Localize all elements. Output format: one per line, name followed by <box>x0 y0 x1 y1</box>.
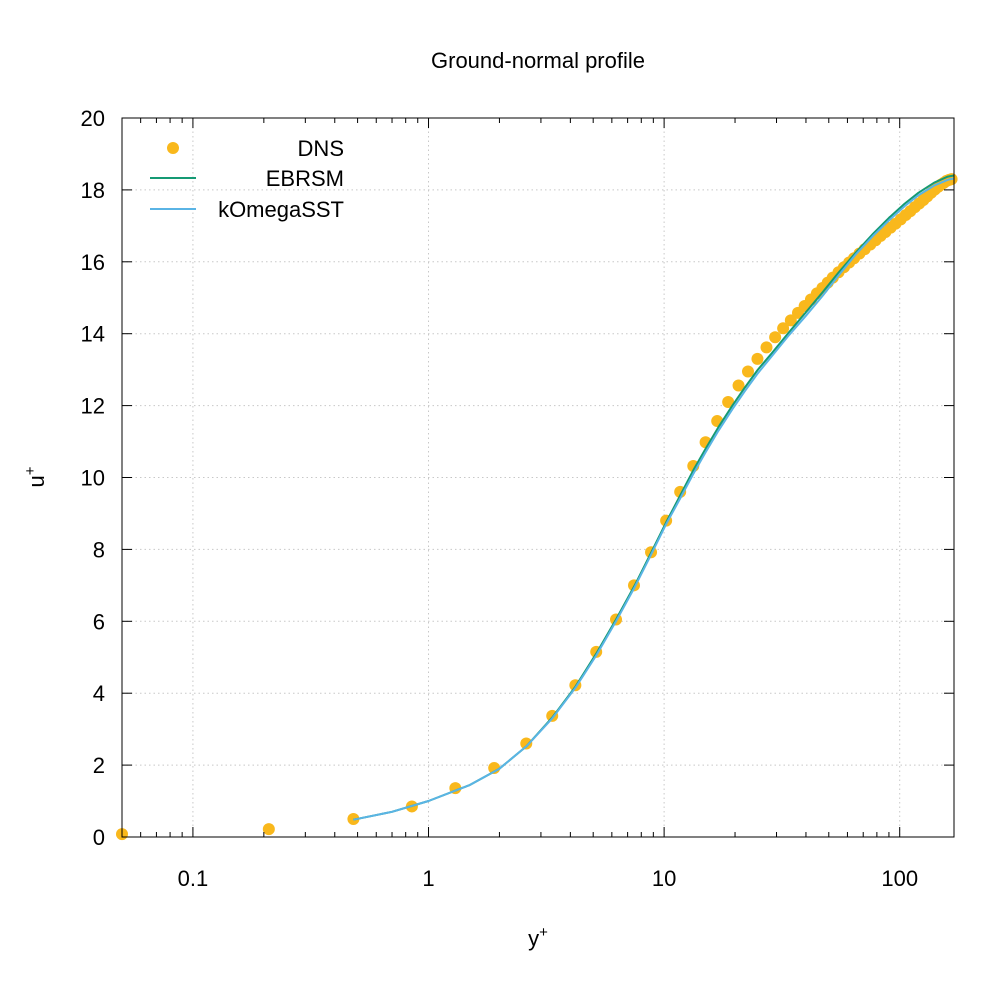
y-tick-label: 16 <box>81 250 105 275</box>
x-axis-label-superscript: + <box>539 924 548 941</box>
dns-data-point <box>262 823 275 836</box>
dns-data-point <box>751 352 764 365</box>
legend-marker-point <box>167 142 179 154</box>
x-axis-label: y+ <box>528 924 548 951</box>
dns-data-point <box>777 322 790 335</box>
x-tick-label: 100 <box>881 866 918 891</box>
x-tick-label: 1 <box>422 866 434 891</box>
x-axis-label-main: y <box>528 926 539 951</box>
y-axis-label-main: u <box>24 475 49 487</box>
dns-data-point <box>784 314 797 327</box>
y-tick-label: 0 <box>93 825 105 850</box>
x-tick-label: 0.1 <box>178 866 209 891</box>
series-line-komegasst <box>353 177 955 821</box>
legend-item: DNS <box>167 136 344 161</box>
y-tick-label: 6 <box>93 609 105 634</box>
dns-data-point <box>769 331 782 344</box>
y-tick-label: 8 <box>93 537 105 562</box>
legend-label: EBRSM <box>266 166 344 191</box>
legend: DNS EBRSM kOmegaSST <box>150 136 344 222</box>
dns-data-point <box>520 737 533 750</box>
legend-item: EBRSM <box>150 166 344 191</box>
dns-data-point <box>732 379 745 392</box>
y-tick-label: 12 <box>81 394 105 419</box>
y-axis-label-superscript: + <box>22 466 39 475</box>
series-komegasst <box>353 177 955 821</box>
chart-title: Ground-normal profile <box>431 48 645 73</box>
series-layer <box>116 173 958 841</box>
axis-ticks <box>122 117 954 838</box>
y-tick-label: 2 <box>93 753 105 778</box>
y-tick-label: 18 <box>81 178 105 203</box>
y-tick-label: 20 <box>81 106 105 131</box>
dns-data-point <box>760 341 773 354</box>
y-axis-label: u+ <box>22 466 49 487</box>
y-tick-label: 4 <box>93 681 105 706</box>
legend-label: DNS <box>298 136 344 161</box>
legend-item: kOmegaSST <box>150 197 344 222</box>
y-tick-label: 10 <box>81 466 105 491</box>
dns-data-point <box>741 365 754 378</box>
y-tick-label: 14 <box>81 322 105 347</box>
dns-data-point <box>722 396 735 409</box>
x-tick-label: 10 <box>652 866 676 891</box>
legend-label: kOmegaSST <box>218 197 344 222</box>
grid <box>122 118 954 837</box>
tick-labels: 0 2 4 6 8 10 12 14 16 18 20 0.1 1 10 100 <box>81 106 919 891</box>
